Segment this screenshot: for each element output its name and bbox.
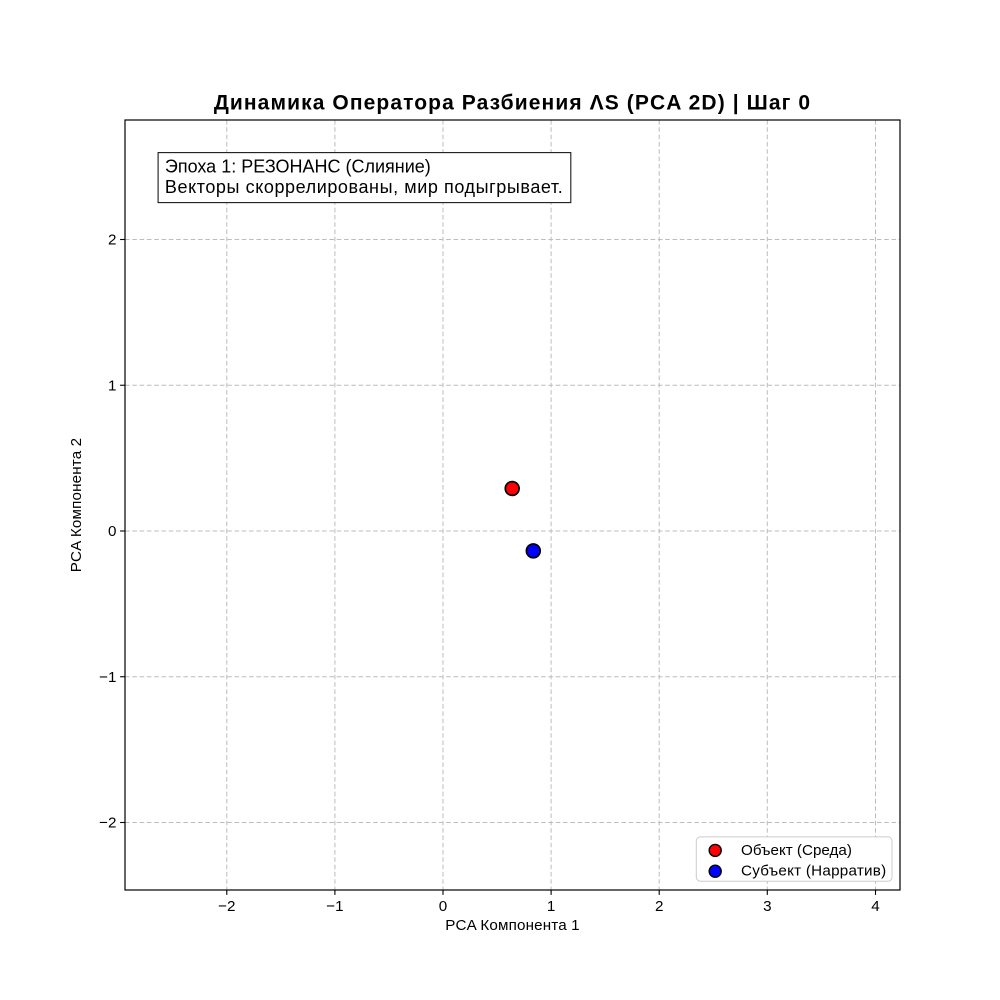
svg-text:−2: −2 <box>218 898 235 915</box>
svg-text:0: 0 <box>108 523 116 540</box>
svg-text:2: 2 <box>108 232 116 249</box>
svg-text:1: 1 <box>108 377 116 394</box>
svg-text:−1: −1 <box>99 669 116 686</box>
svg-text:PCA Компонента 1: PCA Компонента 1 <box>445 917 580 934</box>
svg-text:PCA Компонента 2: PCA Компонента 2 <box>68 438 85 573</box>
svg-text:4: 4 <box>871 898 879 915</box>
svg-text:Объект (Среда): Объект (Среда) <box>741 842 852 859</box>
svg-text:Субъект (Нарратив): Субъект (Нарратив) <box>741 863 886 880</box>
svg-text:Векторы скоррелированы, мир по: Векторы скоррелированы, мир подыгрывает. <box>165 177 563 197</box>
svg-text:0: 0 <box>439 898 447 915</box>
svg-text:3: 3 <box>763 898 771 915</box>
svg-text:1: 1 <box>547 898 555 915</box>
svg-text:−1: −1 <box>326 898 343 915</box>
svg-text:Эпоха 1: РЕЗОНАНС (Слияние): Эпоха 1: РЕЗОНАНС (Слияние) <box>165 156 431 176</box>
svg-text:2: 2 <box>655 898 663 915</box>
svg-text:Динамика Оператора Разбиения Λ: Динамика Оператора Разбиения ΛS (PCA 2D)… <box>214 92 811 115</box>
svg-text:−2: −2 <box>99 815 116 832</box>
